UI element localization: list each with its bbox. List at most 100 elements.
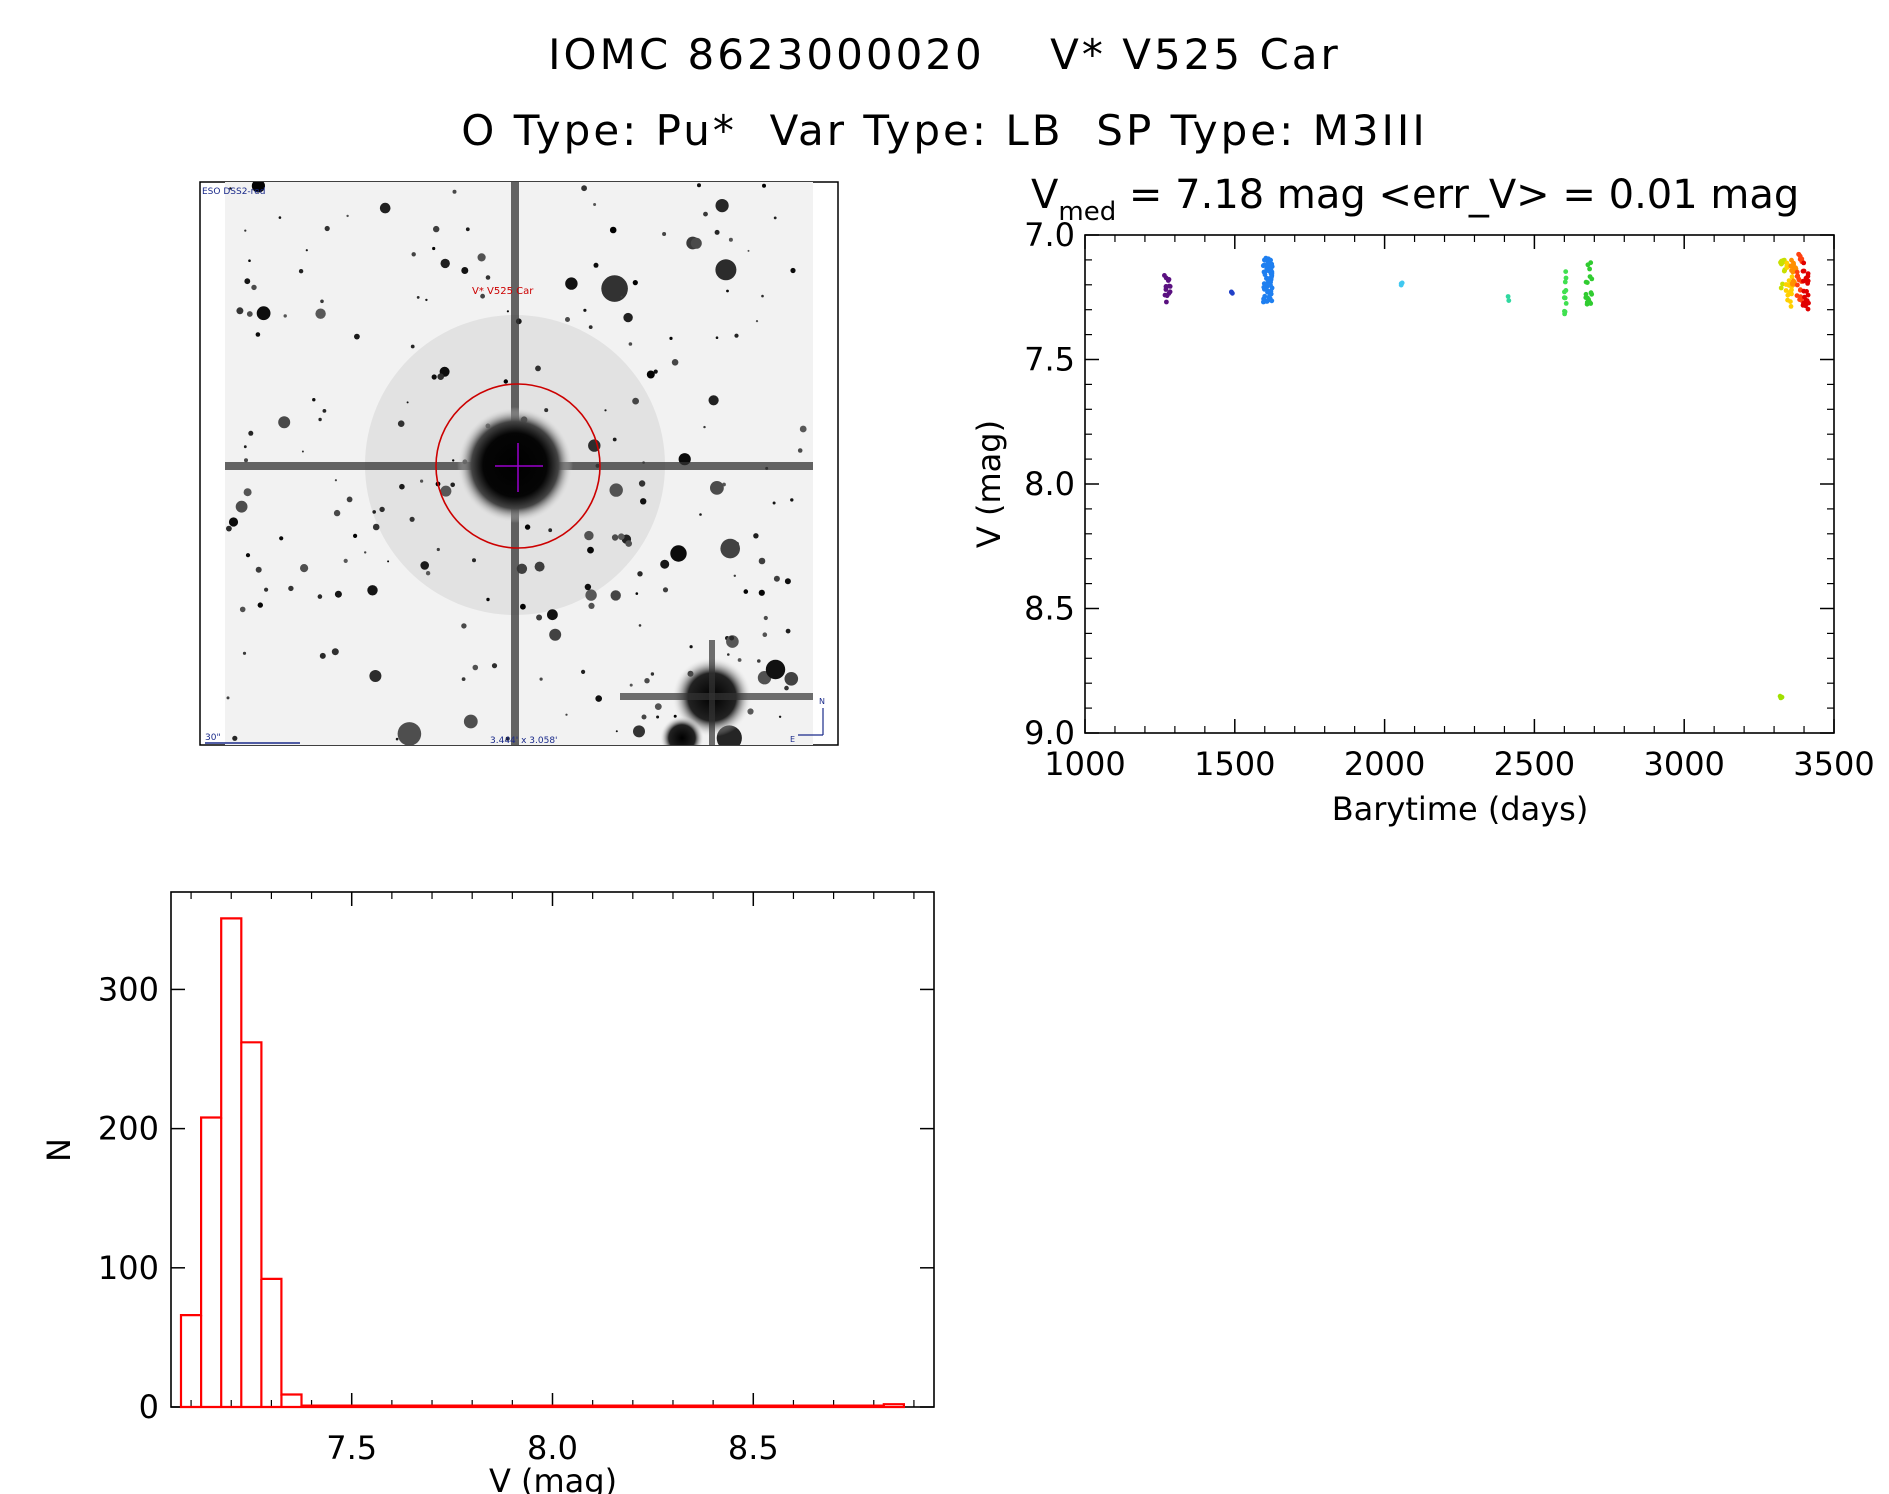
light-curve-points	[1162, 251, 1811, 701]
lc-point	[1265, 289, 1270, 295]
lc-point	[1788, 304, 1794, 309]
finder-star	[346, 496, 353, 503]
finder-star	[720, 538, 740, 559]
lc-xtick-label: 2500	[1494, 745, 1575, 783]
finder-star	[629, 683, 633, 687]
lc-point	[1262, 272, 1268, 278]
finder-star	[416, 296, 420, 299]
finder-star	[784, 578, 791, 585]
finder-star	[601, 275, 628, 302]
finder-star	[536, 614, 543, 621]
finder-star	[660, 559, 670, 569]
finder-star	[480, 293, 485, 299]
finder-star	[353, 533, 358, 539]
finder-star	[245, 553, 251, 558]
finder-star	[762, 183, 766, 188]
light-curve-ylabel: V (mag)	[970, 420, 1008, 548]
lc-point	[1267, 295, 1273, 301]
finder-star	[524, 524, 531, 530]
finder-star	[397, 722, 422, 745]
finder-star	[243, 445, 247, 449]
finder-star	[715, 199, 729, 213]
finder-star	[581, 185, 587, 192]
finder-star	[288, 585, 294, 592]
finder-star	[565, 277, 578, 290]
finder-star	[653, 369, 658, 374]
finder-star	[520, 603, 526, 610]
finder-star	[437, 373, 445, 381]
finder-star	[301, 450, 304, 453]
finder-star	[632, 397, 639, 405]
lc-point	[1589, 291, 1595, 297]
finder-star	[581, 669, 586, 675]
finder-star	[255, 332, 261, 337]
finder-star	[790, 267, 796, 274]
light-curve-frame	[1084, 234, 1835, 734]
finder-star	[324, 225, 330, 232]
lc-point	[1166, 277, 1172, 282]
finder-star	[535, 365, 541, 372]
finder-target-circle	[435, 383, 601, 549]
title-line-2: O Type: Pu* Var Type: LB SP Type: M3III	[461, 106, 1428, 155]
lc-ytick-label: 7.5	[1024, 341, 1075, 379]
finder-star	[406, 401, 409, 404]
finder-star	[715, 336, 719, 340]
finder-star	[611, 534, 619, 541]
finder-star	[565, 713, 568, 716]
finder-star	[618, 533, 625, 540]
lc-point	[1260, 263, 1266, 269]
lc-point	[1805, 271, 1811, 276]
finder-star	[784, 672, 799, 686]
light-curve-stats: Vmed = 7.18 mag <err_V> = 0.01 mag	[1031, 172, 1799, 227]
lc-point	[1778, 285, 1784, 291]
finder-star	[346, 214, 349, 218]
finder-star	[762, 632, 768, 637]
lc-point	[1587, 266, 1592, 272]
finder-spike-secondary-v	[709, 640, 715, 745]
lc-point	[1230, 290, 1235, 296]
finder-star	[372, 510, 377, 514]
finder-star	[743, 589, 749, 594]
finder-star	[710, 481, 724, 495]
finder-star	[251, 284, 257, 291]
finder-star	[757, 659, 761, 663]
finder-star	[703, 425, 706, 429]
finder-star	[765, 659, 786, 680]
finder-star	[609, 226, 617, 234]
lc-point	[1562, 308, 1567, 314]
lc-point	[1261, 296, 1266, 302]
finder-star	[628, 342, 633, 346]
lc-point	[1584, 280, 1590, 285]
lc-point	[1167, 289, 1173, 295]
lc-point	[1262, 257, 1267, 263]
finder-star	[641, 714, 647, 720]
finder-star	[797, 448, 803, 453]
finder-star	[315, 308, 326, 319]
finder-star	[615, 730, 618, 733]
h-ytick-label: 0	[139, 1388, 159, 1426]
finder-star	[433, 225, 440, 233]
finder-star	[772, 501, 776, 505]
finder-star	[369, 670, 382, 682]
finder-star	[229, 187, 232, 190]
finder-star	[244, 229, 247, 232]
finder-star	[283, 314, 287, 318]
lc-point	[1562, 279, 1568, 285]
lc-point	[1163, 284, 1169, 290]
histogram-bars	[179, 917, 905, 1409]
finder-star	[461, 267, 469, 274]
lc-point	[1803, 275, 1809, 281]
finder-star	[298, 269, 304, 274]
lc-point	[1584, 300, 1590, 305]
finder-star	[747, 249, 750, 252]
finder-star	[440, 258, 450, 269]
finder-star	[549, 628, 562, 641]
finder-star	[758, 557, 766, 565]
lc-point	[1794, 269, 1800, 275]
finder-fov-label: 3.444' x 3.058'	[490, 736, 558, 746]
finder-star	[452, 189, 457, 194]
finder-star	[699, 513, 702, 516]
lc-point	[1796, 277, 1802, 283]
h-ytick-label: 300	[98, 970, 159, 1008]
